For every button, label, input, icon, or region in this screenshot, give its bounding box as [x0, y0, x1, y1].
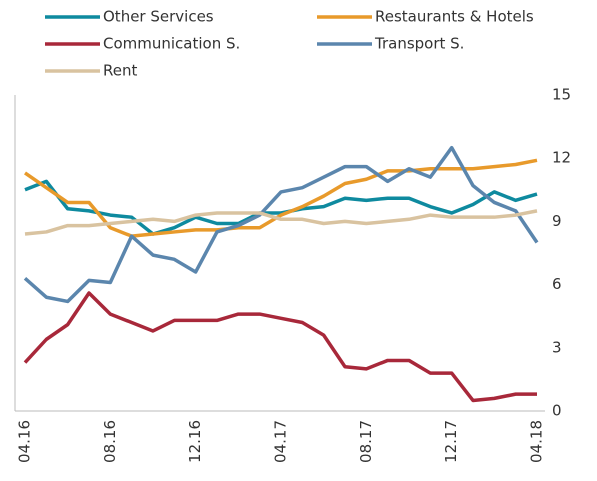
x-tick-label: 08.16: [101, 420, 119, 463]
legend-label: Restaurants & Hotels: [375, 8, 534, 26]
x-tick-label: 08.17: [357, 420, 375, 463]
legend-label: Communication S.: [103, 35, 240, 53]
y-tick-label: 3: [552, 338, 562, 356]
y-tick-label: 0: [552, 402, 562, 420]
y-tick-label: 15: [552, 86, 571, 104]
y-tick-label: 12: [552, 149, 571, 167]
y-tick-label: 6: [552, 275, 562, 293]
series-line: [23, 145, 539, 304]
x-tick-label: 04.16: [16, 420, 34, 463]
legend-label: Transport S.: [374, 35, 464, 53]
x-tick-label: 04.18: [528, 420, 546, 463]
series-line: [24, 158, 538, 238]
series-line: [24, 179, 538, 236]
series-line: [24, 209, 538, 236]
x-tick-label: 04.17: [272, 420, 290, 463]
legend-label: Other Services: [103, 8, 214, 26]
x-tick-label: 12.16: [186, 420, 204, 463]
series-line: [23, 291, 537, 403]
legend-label: Rent: [103, 62, 137, 80]
y-tick-label: 9: [552, 212, 562, 230]
x-tick-label: 12.17: [442, 420, 460, 463]
